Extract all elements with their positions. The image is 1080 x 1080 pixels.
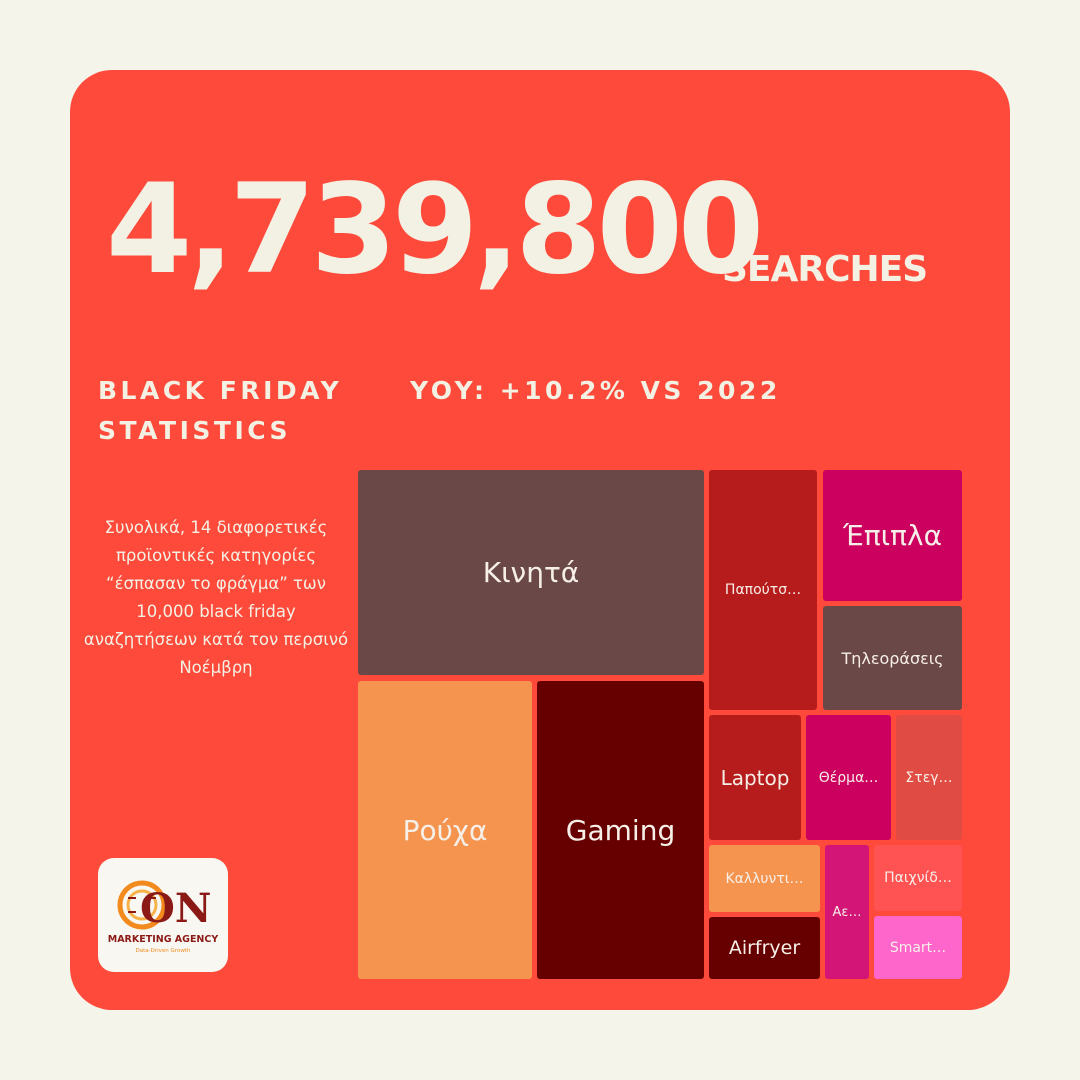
treemap-cell-label: Airfryer xyxy=(728,937,801,959)
treemap-cell-label: Παιχνίδ… xyxy=(884,870,952,886)
treemap-cell: Στεγ… xyxy=(896,715,962,840)
treemap-cell: Ρούχα xyxy=(358,681,532,979)
treemap-cell: Τηλεοράσεις xyxy=(823,606,962,710)
treemap-cell: Παιχνίδ… xyxy=(874,845,962,911)
treemap-cell: Gaming xyxy=(537,681,704,979)
treemap-cell-label: Αε… xyxy=(832,904,862,920)
treemap-cell: Airfryer xyxy=(709,917,820,979)
treemap-cell: Έπιπλα xyxy=(823,470,962,601)
treemap-cell-label: Καλλυντι… xyxy=(725,870,804,887)
logo-agency-name: MARKETING AGENCY xyxy=(108,934,219,945)
treemap-cell-label: Κινητά xyxy=(482,556,580,589)
logo-tagline: Data-Driven Growth xyxy=(136,948,191,954)
treemap-cell-label: Smart… xyxy=(889,939,947,956)
treemap-cell-label: Τηλεοράσεις xyxy=(841,648,944,668)
agency-logo: ON MARKETING AGENCY Data-Driven Growth xyxy=(98,858,228,972)
treemap-cell-label: Ρούχα xyxy=(402,813,488,847)
section-title: BLACK FRIDAY STATISTICS xyxy=(98,376,343,445)
yoy-change: YOY: +10.2% VS 2022 xyxy=(410,376,781,405)
treemap-cell: Αε… xyxy=(825,845,869,979)
on-logo-icon: ON MARKETING AGENCY Data-Driven Growth xyxy=(108,880,219,954)
treemap-cell-label: Gaming xyxy=(565,813,676,847)
treemap-cell: Κινητά xyxy=(358,470,704,675)
total-searches-number: 4,739,800 xyxy=(106,158,764,302)
treemap-cell: Θέρμα… xyxy=(806,715,891,840)
treemap-cell-label: Θέρμα… xyxy=(818,769,879,786)
treemap-cell: Laptop xyxy=(709,715,801,840)
treemap-cell-label: Στεγ… xyxy=(905,769,953,786)
logo-wordmark: ON xyxy=(140,885,211,932)
searches-label: SEARCHES xyxy=(722,249,928,290)
treemap-cell: Smart… xyxy=(874,916,962,979)
treemap-cell-label: Laptop xyxy=(720,765,790,790)
treemap-cell-label: Παπούτσ… xyxy=(724,582,802,598)
description-text: Συνολικά, 14 διαφορετικές προϊοντικές κα… xyxy=(83,518,349,677)
treemap-cell-label: Έπιπλα xyxy=(842,519,943,552)
treemap-cell: Καλλυντι… xyxy=(709,845,820,912)
treemap-cell: Παπούτσ… xyxy=(709,470,817,710)
